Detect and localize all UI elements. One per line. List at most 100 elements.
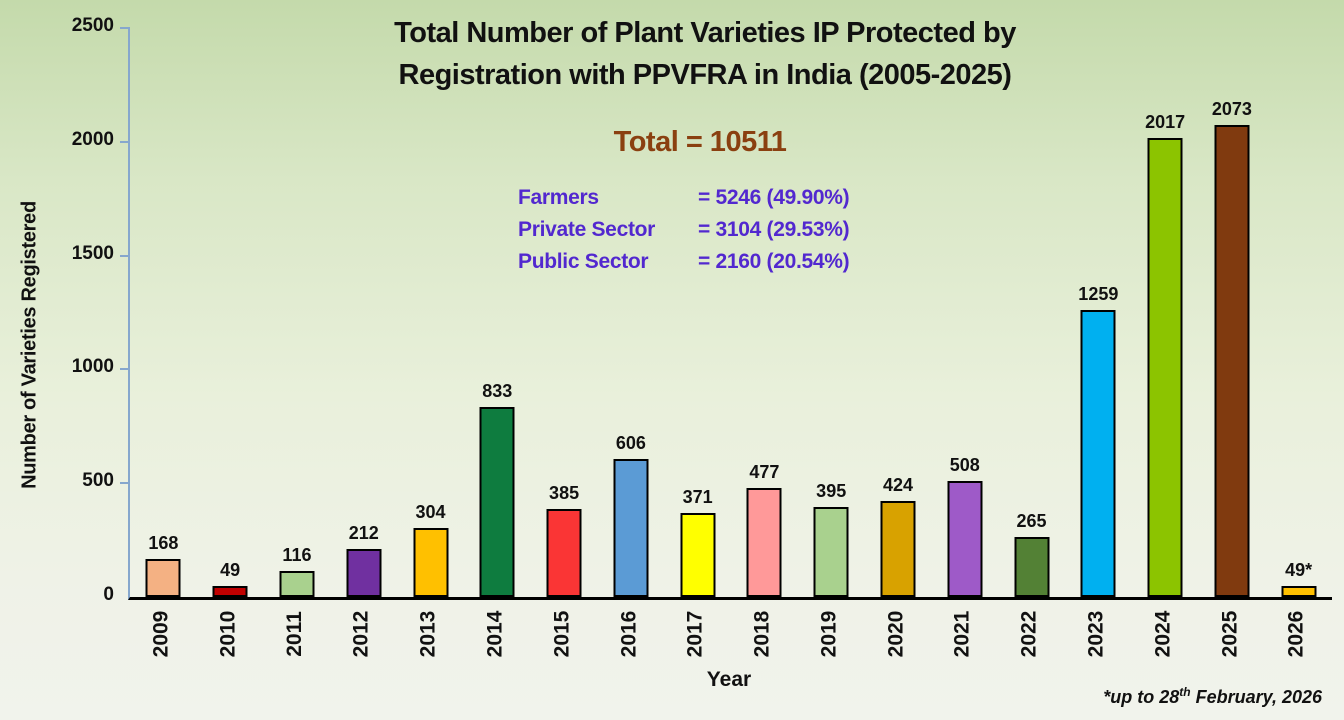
bar-2013	[413, 527, 449, 597]
y-axis-title: Number of Varieties Registered	[18, 201, 41, 489]
bar-value-label-2014: 833	[482, 381, 513, 402]
bar-2022	[1014, 536, 1050, 597]
bar-slot-2019: 395	[798, 28, 865, 597]
bar-slot-2021: 508	[931, 28, 998, 597]
bar-value-label-2015: 385	[549, 483, 580, 504]
x-label-slot-2013: 2013	[395, 603, 462, 665]
bar-value-label-2022: 265	[1016, 510, 1047, 531]
bar-slot-2011: 116	[264, 28, 331, 597]
y-tick-mark	[120, 254, 130, 257]
x-label-slot-2026: 2026	[1263, 603, 1330, 665]
x-label-slot-2023: 2023	[1063, 603, 1130, 665]
x-label-slot-2009: 2009	[128, 603, 195, 665]
bar-value-label-2017: 371	[682, 486, 713, 507]
x-label-slot-2010: 2010	[195, 603, 262, 665]
bar-slot-2016: 606	[597, 28, 664, 597]
bar-value-label-2025: 2073	[1211, 99, 1252, 120]
x-tick-label-2022: 2022	[1017, 610, 1041, 658]
breakdown-legend: Farmers = 5246 (49.90%) Private Sector = 31…	[518, 182, 850, 278]
x-tick-label-2026: 2026	[1284, 610, 1308, 658]
bar-value-label-2019: 395	[816, 481, 847, 502]
total-label: Total = 10511	[613, 126, 787, 158]
bar-slot-2025: 2073	[1199, 28, 1266, 597]
bar-2016	[613, 459, 649, 597]
x-tick-label-2015: 2015	[550, 610, 574, 658]
bar-value-label-2020: 424	[882, 474, 914, 495]
x-tick-label-2014: 2014	[483, 610, 507, 658]
bars-container: 168 49 116 212 304 833 385 606 371 477 395 424 508 26…	[130, 28, 1332, 597]
y-tick-label: 0	[103, 584, 114, 606]
chart-title-line-1: Total Number of Plant Varieties IP Prote…	[394, 17, 1016, 49]
plot-area: 0 500 1000 1500 2000 2500 168 49 116 212 304 833 38…	[72, 15, 1332, 605]
x-tick-label-2012: 2012	[349, 610, 373, 658]
bar-value-label-2013: 304	[415, 501, 446, 522]
x-tick-label-2018: 2018	[750, 610, 774, 658]
y-tick-label: 500	[82, 470, 114, 492]
bar-value-label-2012: 212	[348, 522, 379, 543]
x-tick-label-2010: 2010	[216, 610, 240, 658]
x-label-slot-2014: 2014	[462, 603, 529, 665]
x-tick-label-2009: 2009	[149, 610, 173, 658]
bar-slot-2024: 2017	[1132, 28, 1199, 597]
legend-label-2: Public Sector	[518, 250, 649, 273]
bar-2021	[947, 481, 983, 597]
bar-2017	[680, 512, 716, 597]
bar-value-label-2018: 477	[749, 462, 780, 483]
bar-slot-2018: 477	[731, 28, 798, 597]
x-label-slot-2025: 2025	[1197, 603, 1264, 665]
y-tick-mark	[120, 368, 130, 371]
x-label-slot-2017: 2017	[662, 603, 729, 665]
x-axis-title: Year	[706, 668, 752, 691]
bar-slot-2026: 49*	[1265, 28, 1332, 597]
legend-label-0: Farmers	[518, 186, 599, 209]
legend-value-2: = 2160 (20.54%)	[698, 250, 850, 273]
x-tick-label-2019: 2019	[817, 610, 841, 658]
bar-2026	[1281, 585, 1317, 597]
bar-2014	[479, 407, 515, 597]
x-label-slot-2019: 2019	[796, 603, 863, 665]
bar-slot-2009: 168	[130, 28, 197, 597]
bar-value-label-2010: 49	[220, 559, 241, 580]
x-label-slot-2024: 2024	[1130, 603, 1197, 665]
x-axis-labels: 2009 2010 2011 2012 2013 2014 2015 2016 2017 2018…	[128, 603, 1330, 665]
y-tick-label: 2000	[71, 129, 114, 151]
bar-value-label-2009: 168	[148, 532, 179, 553]
bar-2024	[1147, 137, 1183, 597]
bar-value-label-2026: 49*	[1285, 559, 1313, 580]
x-tick-label-2016: 2016	[616, 610, 640, 658]
y-tick-label: 1500	[71, 242, 114, 264]
bar-2012	[346, 548, 382, 597]
bar-slot-2013: 304	[397, 28, 464, 597]
x-tick-label-2013: 2013	[416, 610, 440, 658]
y-tick-mark	[120, 140, 130, 143]
bar-2025	[1214, 125, 1250, 597]
bar-2011	[279, 570, 315, 597]
x-label-slot-2021: 2021	[929, 603, 996, 665]
bar-slot-2012: 212	[330, 28, 397, 597]
bar-slot-2014: 833	[464, 28, 531, 597]
bar-2015	[546, 509, 582, 597]
legend-row-1: Private Sector = 3104 (29.53%)	[518, 214, 850, 246]
y-tick-label: 1000	[71, 356, 114, 378]
chart-title-line-2: Registration with PPVFRA in India (2005-…	[398, 59, 1012, 92]
bar-slot-2020: 424	[865, 28, 932, 597]
bar-2019	[813, 507, 849, 597]
bar-value-label-2011: 116	[282, 544, 312, 565]
y-tick-mark	[120, 482, 130, 485]
x-label-slot-2012: 2012	[328, 603, 395, 665]
x-label-slot-2015: 2015	[529, 603, 596, 665]
bar-2023	[1080, 310, 1116, 597]
footnote-superscript: th	[1179, 685, 1191, 699]
x-tick-label-2024: 2024	[1151, 610, 1175, 658]
legend-label-1: Private Sector	[518, 218, 656, 241]
y-tick-label: 2500	[71, 15, 114, 37]
bar-value-label-2016: 606	[615, 433, 646, 454]
legend-row-0: Farmers = 5246 (49.90%)	[518, 182, 850, 214]
x-label-slot-2016: 2016	[595, 603, 662, 665]
legend-value-1: = 3104 (29.53%)	[698, 218, 850, 241]
footnote: *up to 28th February, 2026	[1103, 685, 1322, 708]
legend-row-2: Public Sector = 2160 (20.54%)	[518, 246, 850, 278]
bar-slot-2015: 385	[531, 28, 598, 597]
bar-value-label-2024: 2017	[1145, 111, 1186, 132]
